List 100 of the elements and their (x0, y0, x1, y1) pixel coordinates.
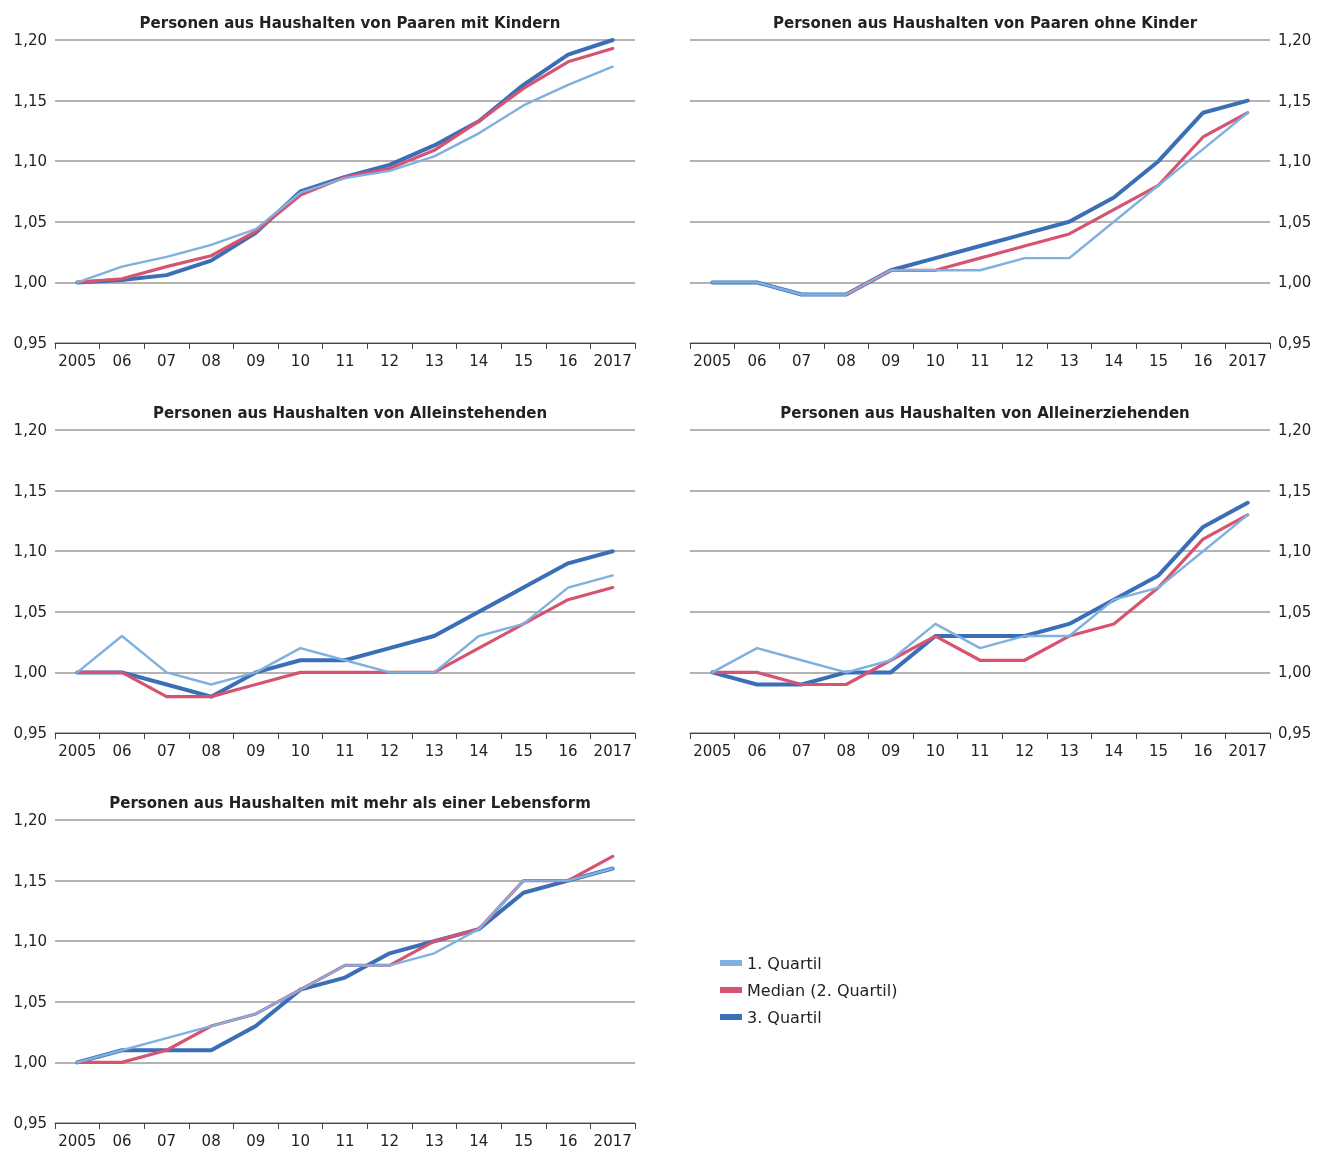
x-tick-label: 08 (201, 1131, 221, 1150)
x-tick-label: 13 (424, 1131, 444, 1150)
x-tick-label: 07 (156, 351, 177, 370)
y-tick-label: 1,00 (13, 273, 47, 292)
x-tick-label: 2017 (593, 351, 632, 370)
x-tick-label: 09 (246, 351, 266, 370)
x-tick-label: 16 (558, 351, 578, 370)
y-tick-label: 1,10 (13, 152, 47, 171)
y-tick-label: 1,15 (13, 481, 47, 500)
y-tick-label: 1,20 (1278, 421, 1312, 439)
x-tick-label: 12 (1015, 741, 1035, 760)
y-tick-label: 1,05 (13, 992, 47, 1011)
x-tick-label: 12 (380, 741, 400, 760)
x-tick-label: 06 (747, 351, 767, 370)
y-tick-label: 1,05 (13, 212, 47, 231)
x-tick-label: 09 (246, 1131, 266, 1150)
legend-label: 3. Quartil (747, 1007, 822, 1027)
y-tick-label: 1,15 (13, 91, 47, 110)
x-tick-label: 14 (1104, 741, 1124, 760)
x-tick-label: 16 (558, 1131, 578, 1150)
x-tick-label: 09 (881, 351, 901, 370)
x-tick-label: 12 (1015, 351, 1035, 370)
x-tick-label: 11 (970, 741, 990, 760)
x-tick-label: 13 (1059, 351, 1079, 370)
x-tick-label: 16 (558, 741, 578, 760)
y-tick-label: 1,20 (13, 31, 47, 49)
y-tick-label: 1,10 (1278, 542, 1312, 561)
x-tick-label: 10 (925, 741, 945, 760)
y-tick-label: 1,20 (1278, 31, 1312, 49)
y-tick-label: 1,10 (1278, 152, 1312, 171)
x-tick-label: 09 (246, 741, 266, 760)
x-tick-label: 10 (290, 741, 310, 760)
chart-title: Personen aus Haushalten von Paaren mit Kindern (139, 13, 561, 32)
y-tick-label: 1,00 (13, 1053, 47, 1072)
y-tick-label: 1,00 (13, 663, 47, 682)
chart-title: Personen aus Haushalten mit mehr als einer Lebensform (109, 793, 591, 812)
x-tick-label: 2017 (1228, 741, 1267, 760)
x-tick-label: 13 (1059, 741, 1079, 760)
x-tick-label: 15 (513, 1131, 534, 1150)
y-tick-label: 1,10 (13, 542, 47, 561)
x-tick-label: 08 (201, 741, 221, 760)
x-tick-label: 08 (201, 351, 221, 370)
y-tick-label: 1,15 (1278, 91, 1312, 110)
x-tick-label: 11 (970, 351, 990, 370)
x-tick-label: 15 (513, 351, 534, 370)
x-tick-label: 15 (513, 741, 534, 760)
x-tick-label: 10 (925, 351, 945, 370)
y-tick-label: 0,95 (1278, 724, 1312, 742)
x-tick-label: 07 (791, 741, 812, 760)
y-tick-label: 1,00 (1278, 273, 1312, 292)
x-tick-label: 14 (469, 1131, 489, 1150)
x-tick-label: 13 (424, 741, 444, 760)
legend-label: Median (2. Quartil) (747, 980, 898, 1000)
x-tick-label: 12 (380, 1131, 400, 1150)
x-tick-label: 2017 (1228, 351, 1267, 370)
y-tick-label: 0,95 (13, 1114, 47, 1132)
x-tick-label: 15 (1148, 741, 1169, 760)
chart-title: Personen aus Haushalten von Alleinerziehenden (780, 403, 1190, 422)
x-tick-label: 07 (156, 1131, 177, 1150)
x-tick-label: 06 (112, 351, 132, 370)
chart-title: Personen aus Haushalten von Alleinstehenden (152, 403, 548, 422)
y-tick-label: 1,15 (13, 871, 47, 890)
x-tick-label: 14 (469, 741, 489, 760)
y-tick-label: 0,95 (1278, 334, 1312, 352)
x-tick-label: 08 (836, 741, 856, 760)
x-tick-label: 16 (1193, 351, 1213, 370)
x-tick-label: 10 (290, 351, 310, 370)
x-tick-label: 08 (836, 351, 856, 370)
x-tick-label: 2017 (593, 1131, 632, 1150)
x-tick-label: 11 (335, 741, 355, 760)
y-tick-label: 1,10 (13, 932, 47, 951)
x-tick-label: 11 (335, 351, 355, 370)
x-tick-label: 2005 (58, 351, 97, 370)
x-tick-label: 14 (1104, 351, 1124, 370)
x-tick-label: 13 (424, 351, 444, 370)
y-tick-label: 0,95 (13, 724, 47, 742)
y-tick-label: 1,00 (1278, 663, 1312, 682)
y-tick-label: 0,95 (13, 334, 47, 352)
x-tick-label: 09 (881, 741, 901, 760)
y-tick-label: 1,05 (1278, 602, 1312, 621)
y-tick-label: 1,20 (13, 811, 47, 829)
x-tick-label: 10 (290, 1131, 310, 1150)
x-tick-label: 06 (747, 741, 767, 760)
x-tick-label: 2005 (58, 741, 97, 760)
y-tick-label: 1,05 (1278, 212, 1312, 231)
x-tick-label: 06 (112, 1131, 132, 1150)
chart-title: Personen aus Haushalten von Paaren ohne Kinder (772, 13, 1198, 32)
x-tick-label: 2017 (593, 741, 632, 760)
x-tick-label: 14 (469, 351, 489, 370)
x-tick-label: 07 (156, 741, 177, 760)
x-tick-label: 2005 (693, 351, 732, 370)
x-tick-label: 2005 (58, 1131, 97, 1150)
y-tick-label: 1,15 (1278, 481, 1312, 500)
x-tick-label: 12 (380, 351, 400, 370)
y-tick-label: 1,05 (13, 602, 47, 621)
legend-label: 1. Quartil (747, 953, 822, 973)
x-tick-label: 15 (1148, 351, 1169, 370)
x-tick-label: 06 (112, 741, 132, 760)
x-tick-label: 2005 (693, 741, 732, 760)
x-tick-label: 16 (1193, 741, 1213, 760)
